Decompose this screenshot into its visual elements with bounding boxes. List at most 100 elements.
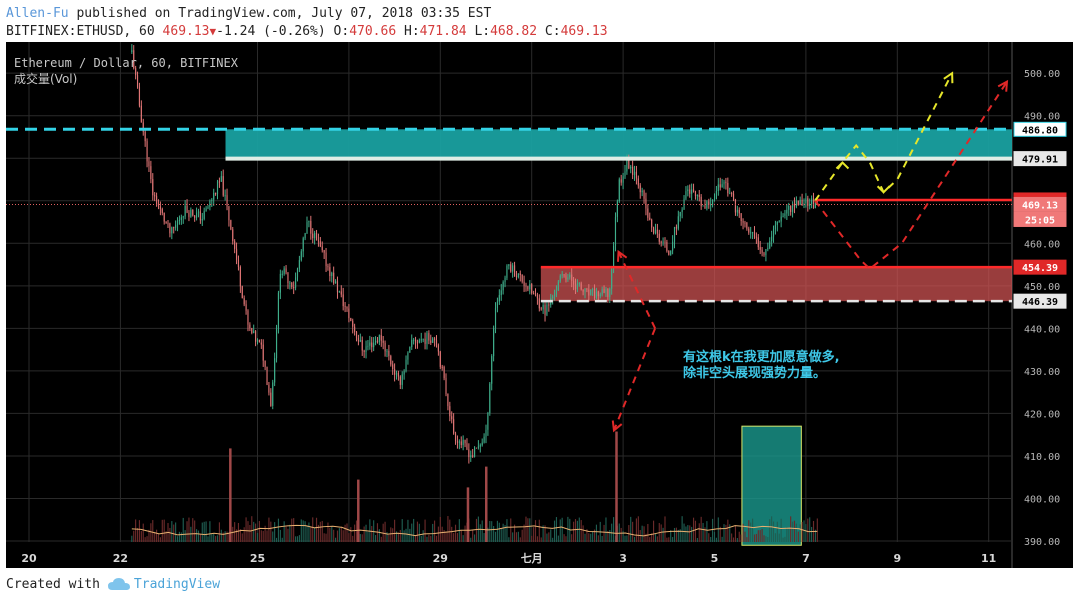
candle-body (664, 241, 666, 243)
volume-bar (557, 535, 559, 542)
volume-bar (588, 533, 590, 542)
candle-body (677, 216, 679, 229)
volume-bar (816, 518, 818, 542)
candle-body (365, 346, 367, 353)
price-tag-label: 25:05 (1025, 215, 1055, 226)
volume-bar (169, 527, 171, 542)
candle-body (540, 308, 542, 310)
volume-bar (232, 526, 234, 542)
projection-arrowhead (997, 79, 1009, 92)
candle-body (255, 331, 257, 342)
candle-body (755, 236, 757, 238)
candle-body (788, 206, 790, 210)
chart-header: Allen-Fu published on TradingView.com, J… (6, 5, 1066, 41)
candle-body (685, 191, 687, 199)
volume-bar (799, 524, 801, 542)
candle-body (152, 179, 154, 196)
volume-bar (786, 527, 788, 542)
candle-body (209, 200, 211, 207)
candle-body (542, 304, 544, 310)
volume-bar (624, 535, 626, 542)
volume-bar (565, 536, 567, 542)
volume-bar (188, 517, 190, 542)
volume-bar (797, 531, 799, 542)
candle-body (729, 193, 731, 195)
candle-body (213, 192, 215, 200)
volume-bar (373, 520, 375, 542)
plot-area[interactable] (6, 42, 1012, 568)
candle-body (275, 328, 278, 359)
candle-body (803, 203, 805, 206)
volume-bar (426, 536, 428, 542)
volume-bar (519, 537, 521, 542)
volume-bar (268, 517, 270, 542)
candle-body (441, 366, 443, 368)
candle-body (176, 221, 179, 225)
x-tick-label: 29 (433, 552, 448, 565)
volume-bar (698, 523, 700, 542)
projection-path (617, 251, 656, 329)
candle-body (502, 282, 504, 291)
volume-bar (801, 521, 803, 542)
projection-arrowhead (611, 420, 623, 433)
volume-bar (296, 536, 299, 542)
candle-body (477, 446, 479, 448)
volume-bar (750, 522, 752, 542)
candle-body (443, 366, 445, 379)
author-link[interactable]: Allen-Fu (6, 6, 69, 21)
volume-bar (555, 517, 558, 542)
volume-bar (447, 516, 449, 542)
volume-bar (746, 537, 748, 542)
volume-bar (761, 528, 763, 542)
candle-body (133, 50, 135, 69)
volume-bar (411, 523, 413, 542)
volume-bar (590, 533, 592, 542)
candle-body (689, 189, 691, 194)
candle-body (228, 206, 230, 221)
candle-body (666, 241, 668, 251)
volume-bar (656, 536, 658, 542)
candle-body (405, 359, 407, 372)
candle-body (782, 215, 784, 217)
volume-bar (654, 534, 657, 542)
x-tick-label: 25 (250, 552, 265, 565)
volume-bar (527, 518, 529, 542)
candle-body (616, 201, 618, 217)
volume-bar (637, 516, 639, 542)
candle-body (403, 371, 405, 375)
candle-body (445, 378, 447, 395)
candle-body (546, 304, 548, 315)
volume-bar (281, 537, 283, 542)
candle-body (576, 283, 578, 290)
candle-body (199, 211, 201, 221)
candle-body (312, 233, 314, 239)
price-chart[interactable]: 390.00 400.00 410.00 420.00 430.00 440.00 450.… (0, 42, 1073, 568)
volume-bar (334, 537, 337, 542)
volume-bar (397, 532, 399, 542)
candle-body (373, 342, 375, 348)
candle-body (235, 248, 238, 260)
volume-bar (681, 516, 683, 542)
volume-bar (317, 524, 320, 542)
candle-body (325, 252, 327, 267)
candle-body (380, 335, 382, 341)
candle-body (167, 223, 169, 225)
volume-bar (295, 536, 297, 542)
volume-bar (454, 524, 457, 542)
volume-bar (595, 524, 598, 542)
candle-body (329, 267, 331, 277)
candle-body (395, 372, 398, 375)
volume-bar (626, 535, 628, 542)
candle-body (291, 282, 293, 288)
candle-body (593, 289, 596, 298)
candle-body (359, 339, 361, 342)
volume-bar (321, 520, 323, 542)
volume-bar (723, 524, 725, 542)
candle-body (761, 249, 763, 253)
tradingview-link[interactable]: TradingView (133, 577, 221, 592)
volume-spike (357, 479, 360, 542)
candle-body (571, 274, 573, 281)
candle-body (489, 383, 491, 414)
candle-body (641, 190, 643, 193)
candle-body (723, 181, 725, 185)
